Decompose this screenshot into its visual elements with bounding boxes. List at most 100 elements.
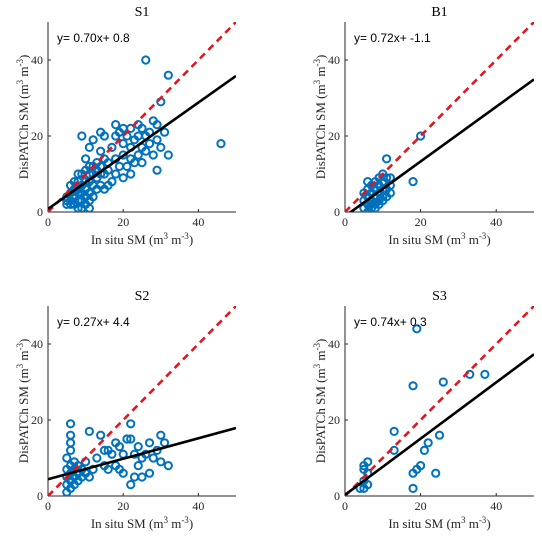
data-point <box>133 150 143 160</box>
data-point <box>152 120 162 130</box>
data-point <box>137 158 147 168</box>
data-point <box>408 381 418 391</box>
y-tick-label: 0 <box>37 205 43 219</box>
y-tick-label: 20 <box>328 129 340 143</box>
data-point <box>122 161 132 171</box>
data-point <box>163 70 173 80</box>
data-point <box>416 461 426 471</box>
data-point <box>480 369 490 379</box>
regression-line <box>48 426 236 481</box>
data-point <box>118 150 128 160</box>
data-point <box>363 480 373 490</box>
y-tick-label: 0 <box>334 489 340 503</box>
regression-line <box>48 74 236 211</box>
y-axis-label: DisPATCh SM (m3 m-3) <box>312 55 328 180</box>
data-point <box>141 146 151 156</box>
data-point <box>389 426 399 436</box>
x-tick-label: 0 <box>45 499 51 513</box>
data-point <box>122 434 132 444</box>
data-point <box>65 199 76 209</box>
x-tick-label: 20 <box>415 215 427 229</box>
y-tick-label: 0 <box>334 205 340 219</box>
data-point <box>434 430 445 440</box>
x-axis-label: In situ SM (m3 m-3) <box>388 231 490 247</box>
data-point <box>88 192 98 202</box>
regression-line <box>348 78 534 212</box>
data-point <box>133 461 143 471</box>
data-point <box>96 146 106 156</box>
y-tick-label: 40 <box>328 53 340 67</box>
data-point <box>111 169 121 179</box>
data-point <box>111 120 121 130</box>
data-point <box>137 123 147 133</box>
y-axis-label: DisPATCh SM (m3 m-3) <box>15 55 31 180</box>
data-point <box>84 426 94 436</box>
data-point <box>126 169 136 179</box>
one-to-one-line <box>48 306 236 496</box>
x-axis-label: In situ SM (m3 m-3) <box>91 515 193 531</box>
x-axis-label: In situ SM (m3 m-3) <box>91 231 193 247</box>
x-tick-label: 20 <box>415 499 427 513</box>
data-point <box>84 142 94 152</box>
data-point <box>118 173 128 183</box>
x-tick-label: 40 <box>192 499 204 513</box>
data-point <box>99 445 110 455</box>
data-point <box>65 430 76 440</box>
panel-b1: 0 20 40 0 20 40 B1 In situ SM (m3 m-3) DisPATCh … <box>312 5 534 247</box>
data-point <box>126 419 136 429</box>
one-to-one-line <box>345 306 534 496</box>
panel-title: S3 <box>432 289 447 304</box>
one-to-one-line <box>345 22 534 212</box>
regression-equation: y= 0.74x+ 0.3 <box>354 315 427 329</box>
data-point <box>99 131 110 141</box>
x-tick-label: 40 <box>490 215 502 229</box>
data-point <box>152 135 162 145</box>
data-point <box>84 472 94 482</box>
data-point <box>126 480 136 490</box>
data-point <box>148 453 158 463</box>
data-point <box>77 131 87 141</box>
points <box>62 419 173 496</box>
y-tick-label: 40 <box>31 53 43 67</box>
y-axis-label: DisPATCh SM (m3 m-3) <box>312 339 328 464</box>
data-point <box>144 139 155 149</box>
regression-equation: y= 0.72x+ -1.1 <box>354 31 431 45</box>
data-point <box>381 173 392 183</box>
panel-title: B1 <box>431 5 447 20</box>
panel-s3: 0 20 40 0 20 40 S3 In situ SM (m3 m-3) DisPATCh … <box>312 289 534 531</box>
data-point <box>144 468 155 478</box>
y-tick-label: 40 <box>31 337 43 351</box>
data-point <box>126 434 136 444</box>
data-point <box>385 173 395 183</box>
regression-equation: y= 0.70x+ 0.8 <box>57 31 130 45</box>
data-point <box>216 139 226 149</box>
y-tick-label: 40 <box>328 337 340 351</box>
data-point <box>81 154 91 164</box>
data-point <box>431 468 441 478</box>
data-point <box>88 135 98 145</box>
data-point <box>92 453 102 463</box>
data-point <box>114 442 125 452</box>
x-tick-label: 0 <box>342 499 348 513</box>
data-point <box>438 377 448 387</box>
data-point <box>65 419 76 429</box>
data-point <box>408 177 418 187</box>
data-point <box>412 324 422 334</box>
data-point <box>133 442 143 452</box>
data-point <box>148 150 158 160</box>
data-point <box>103 464 113 474</box>
data-point <box>126 123 136 133</box>
data-point <box>137 472 147 482</box>
regression-line <box>345 353 534 496</box>
data-point <box>381 154 392 164</box>
x-axis-label: In situ SM (m3 m-3) <box>388 515 490 531</box>
data-point <box>118 139 128 149</box>
x-tick-label: 0 <box>45 215 51 229</box>
data-point <box>96 161 106 171</box>
data-point <box>73 169 83 179</box>
data-point <box>96 430 106 440</box>
data-point <box>416 131 426 141</box>
x-tick-label: 20 <box>117 499 129 513</box>
data-point <box>73 188 83 198</box>
data-point <box>118 468 128 478</box>
